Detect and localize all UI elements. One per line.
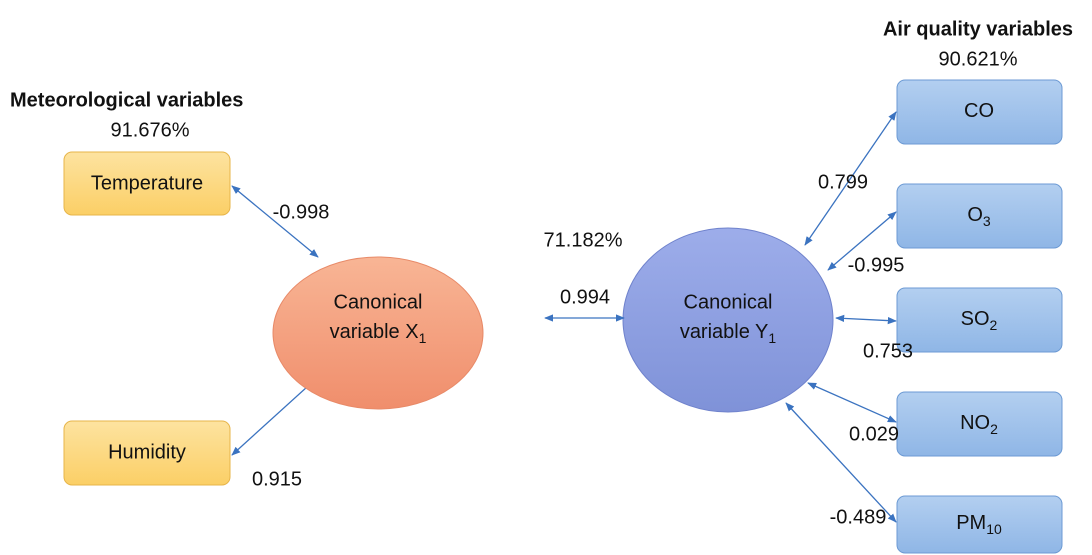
arrow xyxy=(785,402,897,523)
node-box xyxy=(896,495,1063,554)
variance: 71.182% xyxy=(544,229,623,251)
label-text: variable X xyxy=(330,321,419,343)
label-text: CO xyxy=(964,100,994,122)
correlation: 0.994 xyxy=(560,286,610,308)
node-label: NO2 xyxy=(960,412,998,436)
label-text: variable Y xyxy=(680,321,769,343)
node-box xyxy=(896,287,1063,353)
arrow xyxy=(827,211,897,271)
arrow xyxy=(231,376,319,456)
node-label: O3 xyxy=(967,204,991,228)
node-label: Canonical xyxy=(334,291,423,313)
node-box xyxy=(896,79,1063,145)
arrow xyxy=(231,185,319,258)
coefficient: -0.489 xyxy=(830,506,887,528)
group-title: Meteorological variables xyxy=(10,89,243,111)
coefficient: 0.029 xyxy=(849,423,899,445)
coefficient: -0.995 xyxy=(848,254,905,276)
coefficient: 0.915 xyxy=(252,468,302,490)
node-box xyxy=(896,183,1063,249)
label-sub: 10 xyxy=(986,521,1002,537)
arrow xyxy=(804,111,897,246)
arrow xyxy=(807,382,897,423)
coefficient: 0.799 xyxy=(818,171,868,193)
node-box xyxy=(896,391,1063,457)
node-label: variable X1 xyxy=(330,321,427,345)
node-label: Canonical xyxy=(684,291,773,313)
variance: 91.676% xyxy=(111,119,190,141)
node-label: variable Y1 xyxy=(680,321,777,345)
label-sub: 1 xyxy=(419,330,427,346)
label-sub: 2 xyxy=(990,317,998,333)
canonical-x xyxy=(272,256,484,410)
node-box xyxy=(63,151,231,216)
coefficient: -0.998 xyxy=(273,201,330,223)
label-text: NO xyxy=(960,412,990,434)
node-label: PM10 xyxy=(956,512,1002,536)
variance: 90.621% xyxy=(939,48,1018,70)
label-sub: 3 xyxy=(983,213,991,229)
arrow xyxy=(835,314,897,325)
node-label: CO xyxy=(964,100,994,122)
node-label: SO2 xyxy=(961,308,998,332)
canonical-y xyxy=(622,227,834,413)
node-box xyxy=(63,420,231,486)
label-text: PM xyxy=(956,512,986,534)
node-label: Temperature xyxy=(91,172,203,194)
coefficient: 0.753 xyxy=(863,340,913,362)
label-text: O xyxy=(967,204,983,226)
label-text: SO xyxy=(961,308,990,330)
label-sub: 1 xyxy=(768,330,776,346)
group-title: Air quality variables xyxy=(883,18,1073,40)
node-label: Humidity xyxy=(108,441,186,463)
label-sub: 2 xyxy=(990,421,998,437)
